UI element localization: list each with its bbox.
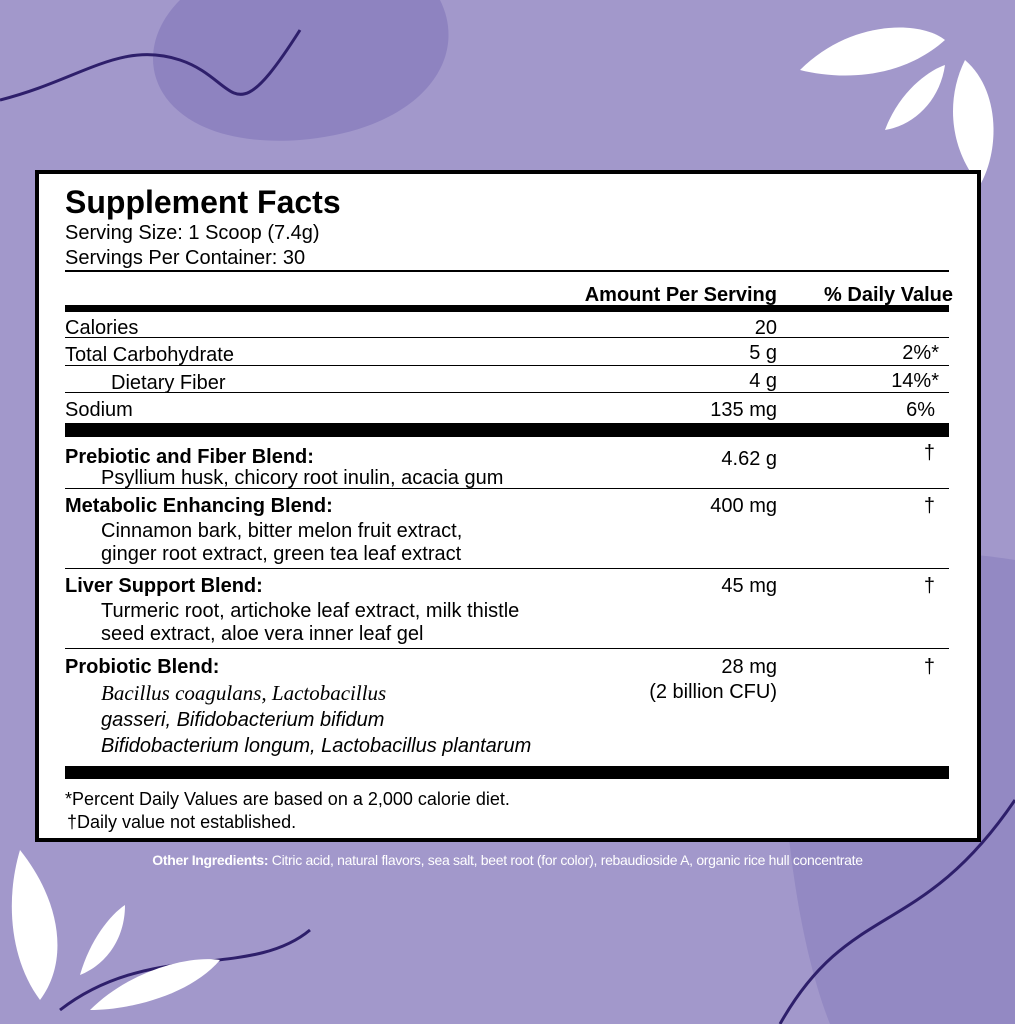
leaf-icon — [11, 850, 58, 1000]
other-ingredients-label: Other Ingredients: — [152, 852, 269, 868]
blend-dv: † — [923, 656, 935, 678]
header-amount: Amount Per Serving — [584, 284, 777, 306]
panel-title: Supplement Facts — [65, 184, 341, 220]
leaf-icon — [80, 905, 125, 975]
blend-amount: 4.62 g — [721, 448, 777, 470]
blend-name: Prebiotic and Fiber Blend: — [65, 446, 314, 468]
divider — [65, 648, 949, 649]
leaf-icon — [800, 27, 945, 76]
divider — [65, 365, 949, 366]
nutrient-name: Sodium — [65, 399, 133, 421]
blend-name: Probiotic Blend: — [65, 656, 220, 678]
blend-ingredients: Turmeric root, artichoke leaf extract, m… — [101, 600, 520, 622]
nutrient-dv: 6% — [906, 399, 935, 421]
blend-ingredients: seed extract, aloe vera inner leaf gel — [101, 623, 424, 645]
blend-amount: 45 mg — [721, 575, 777, 597]
blend-ingredients: Bifidobacterium longum, Lactobacillus pl… — [101, 735, 532, 757]
nutrient-amount: 135 mg — [710, 399, 777, 421]
blend-ingredients: Psyllium husk, chicory root inulin, acac… — [101, 467, 504, 489]
blend-ingredients: Cinnamon bark, bitter melon fruit extrac… — [101, 520, 463, 542]
other-ingredients-text: Citric acid, natural flavors, sea salt, … — [268, 852, 863, 868]
other-ingredients: Other Ingredients: Citric acid, natural … — [0, 852, 1015, 868]
nutrient-name: Dietary Fiber — [111, 372, 226, 394]
blend-name: Metabolic Enhancing Blend: — [65, 495, 333, 517]
blend-name: Liver Support Blend: — [65, 575, 263, 597]
leaf-icon — [90, 959, 220, 1010]
divider-thick — [65, 305, 949, 312]
footnote-daily-values: *Percent Daily Values are based on a 2,0… — [65, 789, 510, 809]
serving-size: Serving Size: 1 Scoop (7.4g) — [65, 222, 320, 244]
nutrient-amount: 4 g — [749, 370, 777, 392]
blob-shape — [153, 0, 449, 141]
divider-thick — [65, 423, 949, 437]
divider — [65, 392, 949, 393]
blend-ingredients: Bacillus coagulans, Lactobacillus — [101, 681, 387, 705]
divider — [65, 568, 949, 569]
blend-amount: 400 mg — [710, 495, 777, 517]
divider — [65, 337, 949, 338]
leaf-icon — [953, 60, 994, 185]
nutrient-name: Calories — [65, 317, 139, 339]
nutrient-dv: 14%* — [891, 370, 939, 392]
blend-ingredients: ginger root extract, green tea leaf extr… — [101, 543, 462, 565]
nutrient-amount: 5 g — [749, 342, 777, 364]
blend-amount: 28 mg — [721, 656, 777, 678]
blend-amount-cfu: (2 billion CFU) — [649, 681, 777, 703]
nutrient-name: Total Carbohydrate — [65, 344, 234, 366]
blend-dv: † — [923, 575, 935, 597]
supplement-facts-panel: Supplement Facts Serving Size: 1 Scoop (… — [35, 170, 981, 842]
curve-line — [0, 29, 302, 102]
nutrient-amount: 20 — [754, 317, 777, 339]
curve-line — [778, 799, 1015, 1024]
blend-dv: † — [923, 442, 935, 464]
nutrient-dv: 2%* — [902, 342, 939, 364]
divider-thick — [65, 766, 949, 779]
footnote-not-established: †Daily value not established. — [67, 812, 297, 832]
divider — [65, 488, 949, 489]
leaf-icon — [885, 65, 945, 130]
header-daily-value: % Daily Value — [824, 284, 953, 306]
servings-per-container: Servings Per Container: 30 — [65, 247, 306, 269]
divider — [65, 270, 949, 272]
blend-dv: † — [923, 495, 935, 517]
blend-ingredients: gasseri, Bifidobacterium bifidum — [101, 709, 385, 731]
